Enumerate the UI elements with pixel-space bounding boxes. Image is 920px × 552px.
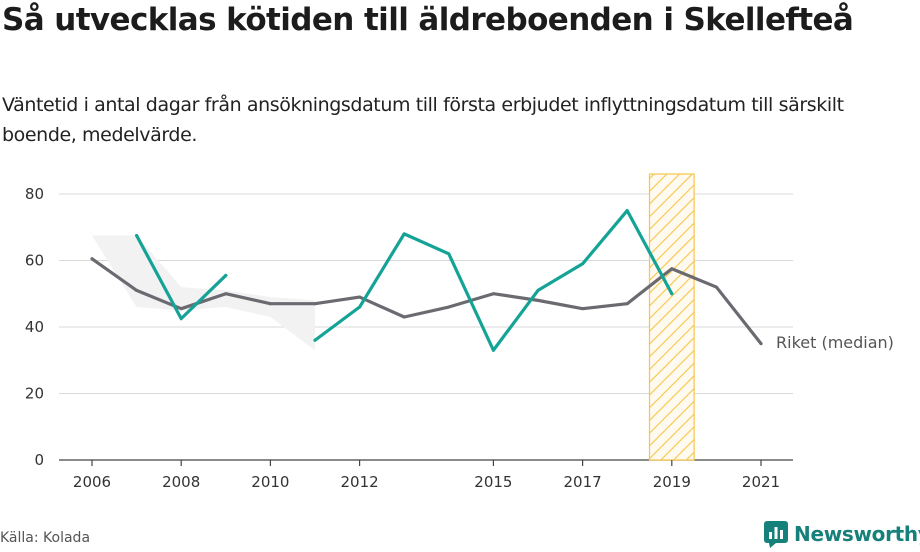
y-tick-label-40: 40 [25,318,44,336]
newsworthy-logo-icon [764,520,788,548]
x-tick-label-2010: 2010 [251,473,289,491]
local-line-point-2011 [313,338,317,342]
local-line-point-2015 [491,348,495,352]
local-line-point-2017 [581,262,585,266]
x-tick-label-2019: 2019 [653,473,691,491]
local-line-point-2016 [536,288,540,292]
brand-name: Newsworthy [794,522,920,546]
reference-line-point-2006 [90,257,94,261]
line-chart: 0 20 40 60 80 2006 2008 2010 2012 2015 2017 2019 20… [25,173,894,491]
reference-line-point-2020 [714,285,718,289]
chart-subtitle: Väntetid i antal dagar från ansökningsda… [2,94,844,146]
reference-line-point-2021 [759,342,763,346]
local-line-point-2007 [135,234,139,238]
reference-line-point-2018 [625,302,629,306]
x-tick-label-2012: 2012 [341,473,379,491]
reference-series-label: Riket (median) [776,333,894,352]
reference-line-point-2019 [670,267,674,271]
y-tick-label-60: 60 [25,251,44,269]
reference-line-point-2012 [358,295,362,299]
chart-title: Så utvecklas kötiden till äldreboenden i… [2,2,854,38]
highlight-range [648,173,695,461]
x-tick-label-2006: 2006 [73,473,111,491]
local-line-point-2018 [625,209,629,213]
reference-line-point-2015 [491,292,495,296]
spread-band [92,235,315,351]
reference-line-point-2016 [536,298,540,302]
reference-line-point-2013 [402,315,406,319]
local-line-point-2019 [670,292,674,296]
reference-line-point-2010 [268,302,272,306]
x-tick-label-2008: 2008 [162,473,200,491]
reference-line-point-2009 [224,292,228,296]
reference-line-point-2008 [179,307,183,311]
y-tick-label-20: 20 [25,384,44,402]
local-line-point-2009 [224,273,228,277]
source-text: Källa: Kolada [0,530,91,546]
local-line-segment-1 [313,208,674,352]
reference-line-segment-0 [90,257,763,346]
local-line-point-2012 [358,305,362,309]
y-tick-label-0: 0 [34,451,44,469]
x-tick-label-2017: 2017 [564,473,602,491]
brand-logo: Newsworthy [764,519,920,549]
reference-line-point-2011 [313,302,317,306]
local-line-point-2014 [447,252,451,256]
local-line-point-2013 [402,232,406,236]
x-tick-label-2021: 2021 [742,473,780,491]
y-tick-label-80: 80 [25,185,44,203]
x-tick-label-2015: 2015 [474,473,512,491]
reference-line-point-2017 [581,307,585,311]
reference-line-point-2014 [447,305,451,309]
local-line-point-2008 [179,317,183,321]
reference-line-point-2007 [135,288,139,292]
